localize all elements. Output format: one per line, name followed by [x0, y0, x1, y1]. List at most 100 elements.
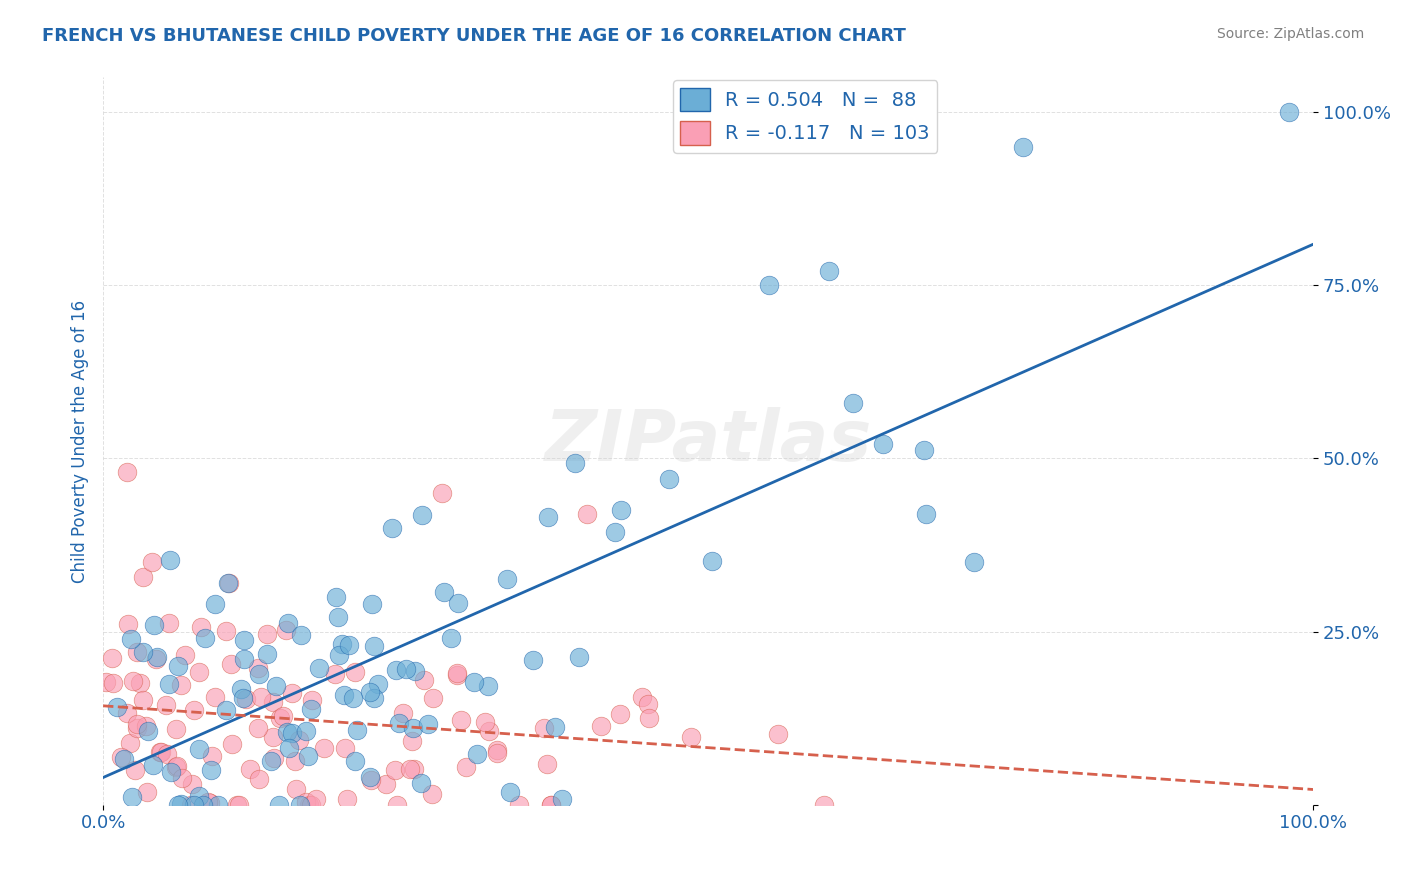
Point [167, 797, 190, 812]
Point [308, 661, 330, 675]
Point [264, 679, 287, 693]
Point [157, 677, 180, 691]
Point [277, 616, 299, 631]
Point [363, 691, 385, 706]
Point [229, 681, 252, 696]
Point [537, 510, 560, 524]
Point [363, 639, 385, 653]
Point [337, 638, 360, 652]
Point [328, 610, 350, 624]
Point [226, 797, 249, 812]
Point [149, 745, 172, 759]
Point [342, 691, 364, 706]
Point [288, 797, 311, 812]
Point [343, 754, 366, 768]
Text: ZIPatlas: ZIPatlas [544, 407, 872, 475]
Point [420, 787, 443, 801]
Point [135, 719, 157, 733]
Point [430, 486, 453, 500]
Point [385, 664, 408, 678]
Point [121, 674, 143, 689]
Point [124, 763, 146, 777]
Point [550, 792, 572, 806]
Point [141, 555, 163, 569]
Point [346, 723, 368, 737]
Point [101, 675, 124, 690]
Point [477, 679, 499, 693]
Point [912, 443, 935, 458]
Point [295, 795, 318, 809]
Point [299, 702, 322, 716]
Point [384, 763, 406, 777]
Point [325, 590, 347, 604]
Y-axis label: Child Poverty Under the Age of 16: Child Poverty Under the Age of 16 [72, 300, 89, 582]
Point [314, 741, 336, 756]
Point [143, 618, 166, 632]
Point [166, 659, 188, 673]
Point [221, 737, 243, 751]
Point [609, 707, 631, 722]
Point [290, 628, 312, 642]
Point [121, 789, 143, 804]
Point [145, 652, 167, 666]
Point [540, 797, 562, 812]
Point [233, 632, 256, 647]
Point [872, 436, 894, 450]
Point [217, 576, 239, 591]
Point [333, 688, 356, 702]
Point [165, 722, 187, 736]
Point [281, 726, 304, 740]
Point [299, 797, 322, 812]
Text: Source: ZipAtlas.com: Source: ZipAtlas.com [1216, 27, 1364, 41]
Point [159, 765, 181, 780]
Point [284, 754, 307, 768]
Point [239, 762, 262, 776]
Point [142, 758, 165, 772]
Point [200, 763, 222, 777]
Point [963, 555, 986, 569]
Point [630, 690, 652, 705]
Point [700, 554, 723, 568]
Point [145, 650, 167, 665]
Point [842, 396, 865, 410]
Point [330, 637, 353, 651]
Point [381, 521, 404, 535]
Point [183, 797, 205, 812]
Point [402, 721, 425, 735]
Point [256, 647, 278, 661]
Point [269, 797, 291, 812]
Point [156, 747, 179, 761]
Point [387, 797, 409, 812]
Point [540, 797, 562, 812]
Point [110, 749, 132, 764]
Point [207, 797, 229, 812]
Point [94, 674, 117, 689]
Point [288, 733, 311, 747]
Point [260, 754, 283, 768]
Legend: R = 0.504   N =  88, R = -0.117   N = 103: R = 0.504 N = 88, R = -0.117 N = 103 [672, 80, 938, 153]
Point [409, 775, 432, 789]
Point [1278, 105, 1301, 120]
Point [117, 617, 139, 632]
Point [360, 597, 382, 611]
Point [187, 665, 209, 680]
Point [188, 742, 211, 756]
Point [544, 720, 567, 734]
Point [215, 703, 238, 717]
Point [638, 711, 661, 725]
Point [280, 686, 302, 700]
Point [197, 796, 219, 810]
Point [276, 725, 298, 739]
Point [298, 797, 321, 812]
Point [301, 693, 323, 707]
Point [467, 747, 489, 761]
Point [568, 649, 591, 664]
Point [533, 721, 555, 735]
Point [120, 632, 142, 646]
Point [117, 706, 139, 720]
Point [499, 785, 522, 799]
Point [249, 667, 271, 681]
Point [343, 665, 366, 679]
Point [159, 552, 181, 566]
Point [295, 724, 318, 739]
